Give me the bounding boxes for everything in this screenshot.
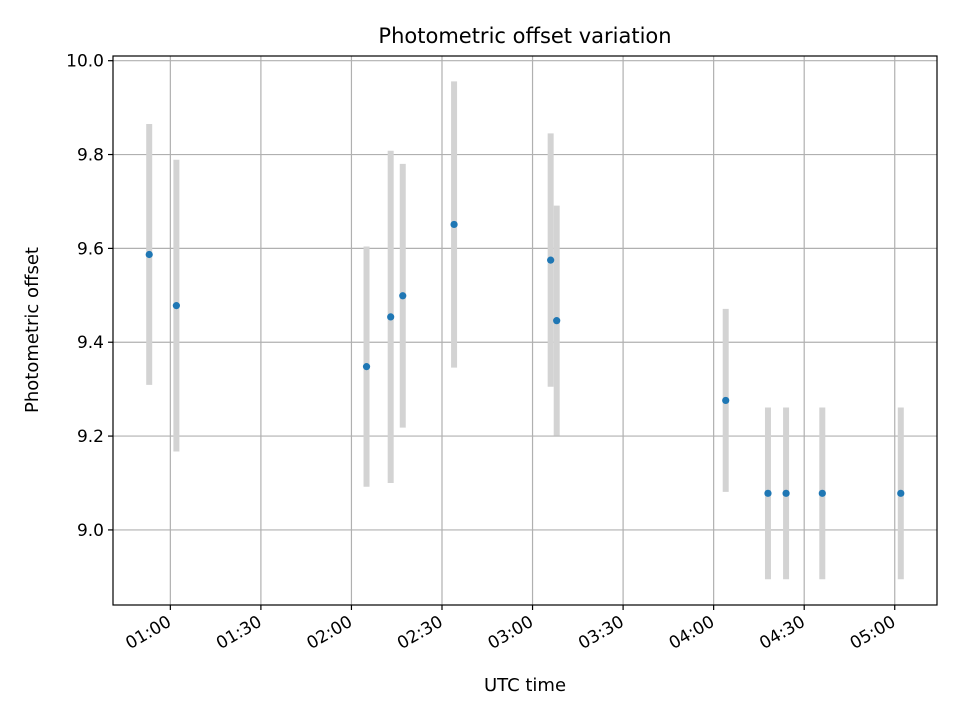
plot-frame	[112, 55, 938, 606]
x-tick-label: 02:00	[304, 612, 356, 654]
data-point	[764, 489, 772, 497]
x-tick-label: 03:00	[485, 612, 537, 654]
x-tick-label: 04:30	[756, 612, 808, 654]
x-tick-label: 05:00	[847, 612, 899, 654]
y-tick-label: 9.0	[77, 521, 104, 541]
x-tick-label: 01:00	[122, 612, 174, 654]
data-point	[553, 317, 561, 325]
chart-title: Photometric offset variation	[378, 24, 671, 48]
data-point	[362, 363, 371, 371]
data-point	[172, 302, 180, 310]
data-point	[399, 292, 407, 300]
y-tick-label: 9.6	[77, 239, 104, 259]
x-tick-label: 03:30	[575, 612, 627, 654]
error-bars	[146, 81, 904, 580]
data-point	[547, 256, 555, 264]
x-tick-label: 01:30	[213, 612, 265, 654]
y-tick-label: 10.0	[66, 52, 104, 72]
data-point	[818, 489, 826, 497]
data-point	[722, 396, 730, 405]
data-point	[782, 489, 790, 497]
grid	[113, 56, 937, 605]
x-tick-label: 04:00	[666, 612, 718, 654]
data-points	[145, 220, 905, 497]
y-axis-label: Photometric offset	[22, 247, 43, 413]
axis-ticks: 01:00 01:30 02:00 02:30 03:00 03:30 04:00 04:30…	[66, 52, 899, 654]
data-point	[450, 220, 458, 229]
data-point	[897, 489, 905, 497]
x-axis-label: UTC time	[484, 675, 566, 696]
x-tick-label: 02:30	[394, 612, 446, 654]
y-tick-label: 9.2	[77, 427, 104, 447]
data-point	[387, 313, 395, 321]
y-tick-label: 9.4	[77, 333, 104, 353]
data-point	[145, 250, 153, 259]
y-tick-label: 9.8	[77, 146, 104, 166]
